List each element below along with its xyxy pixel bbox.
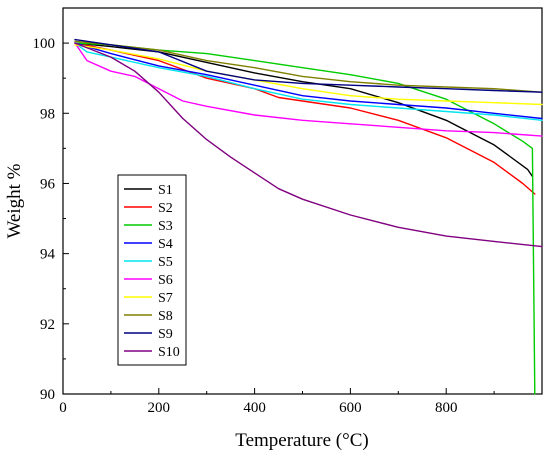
y-tick-label: 92 [40, 317, 55, 333]
y-tick-label: 98 [40, 106, 55, 122]
y-tick-label: 100 [33, 36, 56, 52]
legend-label-s10: S10 [158, 345, 180, 360]
legend-label-s1: S1 [158, 183, 173, 198]
axis-ticks: 0 200 400 600 800 90 92 94 96 98 100 [33, 36, 495, 416]
x-tick-label: 800 [435, 400, 458, 416]
x-axis-title: Temperature (°C) [235, 430, 368, 451]
series-line-s4 [74, 42, 543, 120]
x-tick-label: 0 [59, 400, 67, 416]
x-tick-label: 400 [243, 400, 266, 416]
series-line-s7 [74, 44, 543, 106]
y-tick-label: 90 [40, 387, 55, 403]
legend-label-s8: S8 [158, 309, 173, 324]
y-axis-title: Weight % [4, 163, 25, 238]
series-line-s2 [74, 42, 536, 195]
legend-label-s9: S9 [158, 327, 173, 342]
y-tick-label: 96 [40, 176, 56, 192]
series-layer [74, 38, 543, 395]
legend-label-s2: S2 [158, 201, 173, 216]
legend-label-s4: S4 [158, 237, 173, 252]
legend-label-s5: S5 [158, 255, 173, 270]
legend-label-s3: S3 [158, 219, 173, 234]
legend-label-s7: S7 [158, 291, 173, 306]
legend-label-s6: S6 [158, 273, 173, 288]
series-line-s10 [74, 42, 543, 248]
series-line-s6 [74, 42, 543, 137]
x-tick-label: 200 [148, 400, 171, 416]
legend-box [117, 174, 187, 366]
series-line-s8 [74, 40, 543, 93]
y-tick-label: 94 [40, 247, 56, 263]
legend: S1 S2 S3 S4 S5 S6 S7 S8 S9 S10 [117, 174, 187, 366]
x-tick-label: 600 [339, 400, 362, 416]
series-line-s9 [74, 38, 543, 93]
